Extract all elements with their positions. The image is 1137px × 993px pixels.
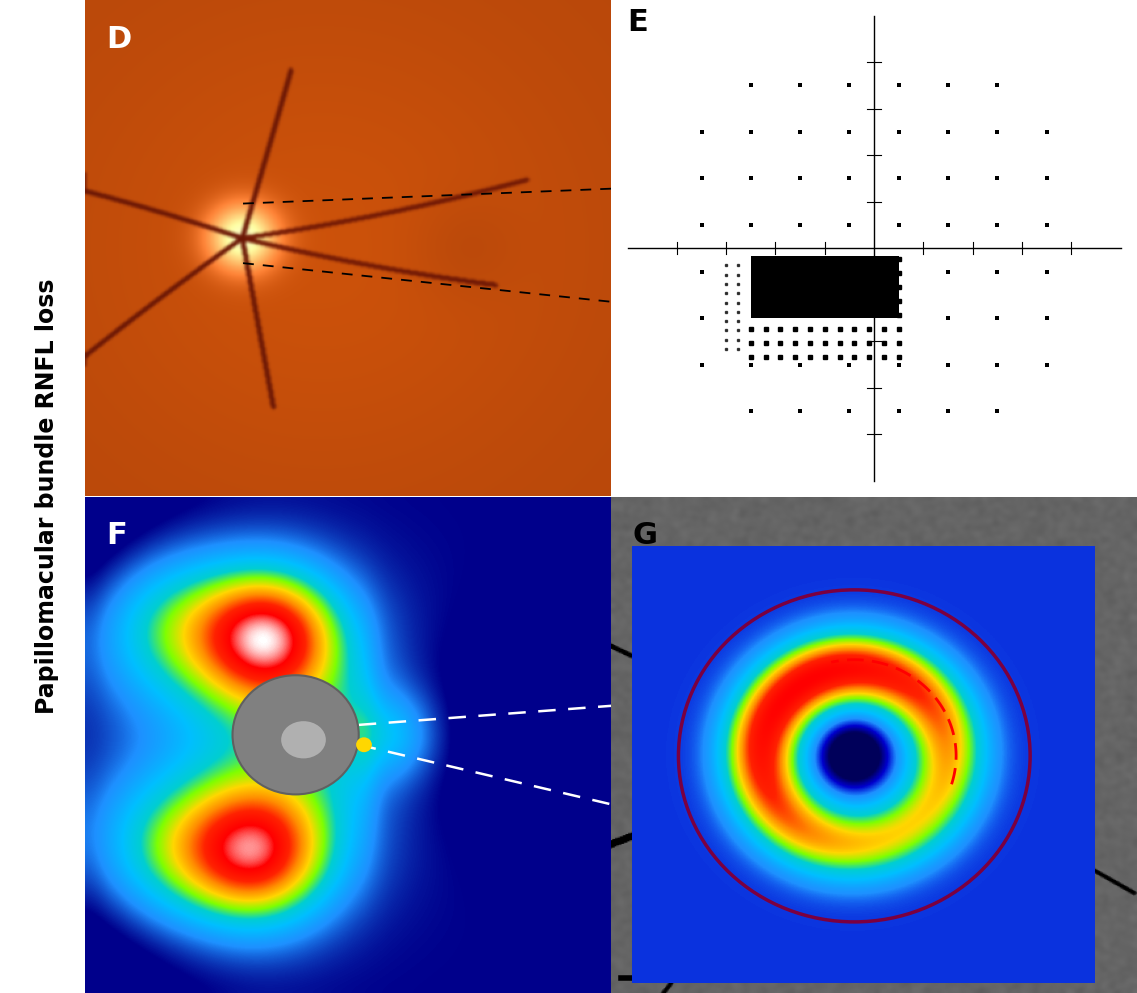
Point — [692, 171, 711, 187]
Point — [939, 77, 957, 93]
Point — [791, 217, 810, 233]
Circle shape — [233, 675, 359, 794]
Point — [889, 403, 907, 419]
Point — [840, 77, 858, 93]
Point — [840, 356, 858, 372]
Point — [889, 171, 907, 187]
Point — [1038, 310, 1056, 326]
Text: D: D — [106, 25, 132, 54]
Point — [889, 356, 907, 372]
Bar — [750, 256, 898, 318]
Point — [791, 77, 810, 93]
Point — [939, 403, 957, 419]
Text: E: E — [628, 8, 648, 37]
Point — [840, 217, 858, 233]
Point — [988, 356, 1006, 372]
Point — [840, 124, 858, 140]
Point — [791, 124, 810, 140]
Point — [1038, 217, 1056, 233]
Point — [889, 217, 907, 233]
Point — [939, 356, 957, 372]
Circle shape — [356, 737, 372, 753]
Text: Papillomacular bundle RNFL loss: Papillomacular bundle RNFL loss — [35, 279, 59, 714]
Text: G: G — [632, 521, 657, 550]
Point — [939, 124, 957, 140]
Point — [692, 124, 711, 140]
Point — [791, 171, 810, 187]
Point — [840, 171, 858, 187]
Point — [1038, 356, 1056, 372]
Point — [988, 403, 1006, 419]
Point — [692, 310, 711, 326]
Point — [1038, 263, 1056, 279]
Point — [741, 171, 760, 187]
Point — [791, 403, 810, 419]
Point — [939, 310, 957, 326]
Point — [939, 217, 957, 233]
Point — [988, 77, 1006, 93]
Point — [939, 263, 957, 279]
Point — [889, 124, 907, 140]
Point — [692, 217, 711, 233]
Point — [692, 263, 711, 279]
Text: F: F — [106, 521, 127, 550]
Point — [1038, 124, 1056, 140]
Point — [741, 403, 760, 419]
Point — [791, 356, 810, 372]
Point — [692, 356, 711, 372]
Point — [988, 124, 1006, 140]
Point — [939, 171, 957, 187]
Point — [988, 263, 1006, 279]
Point — [741, 77, 760, 93]
Ellipse shape — [281, 721, 326, 759]
Point — [889, 77, 907, 93]
Point — [840, 403, 858, 419]
Point — [741, 124, 760, 140]
Point — [988, 217, 1006, 233]
Point — [988, 171, 1006, 187]
Point — [741, 356, 760, 372]
Point — [741, 217, 760, 233]
Point — [1038, 171, 1056, 187]
Point — [988, 310, 1006, 326]
